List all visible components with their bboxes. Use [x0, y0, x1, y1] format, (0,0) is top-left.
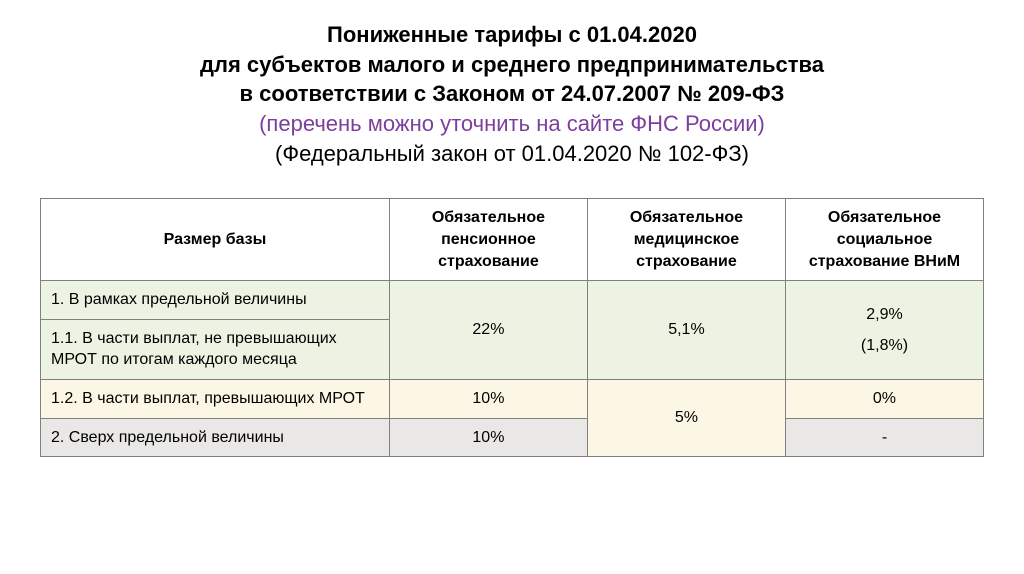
- cell-r1-label: 1. В рамках предельной величины: [41, 281, 390, 320]
- cell-pension-group1: 22%: [389, 281, 587, 380]
- tariffs-table: Размер базы Обязательное пенсионное стра…: [40, 198, 984, 457]
- cell-medical-group1: 5,1%: [587, 281, 785, 380]
- cell-r12-label: 1.2. В части выплат, превышающих МРОТ: [41, 380, 390, 419]
- cell-r2-label: 2. Сверх предельной величины: [41, 418, 390, 457]
- table-row: 2. Сверх предельной величины 10% -: [41, 418, 984, 457]
- cell-pension-r12: 10%: [389, 380, 587, 419]
- cell-r11-label: 1.1. В части выплат, не превышающих МРОТ…: [41, 319, 390, 379]
- col-header-social: Обязательное социальное страхование ВНиМ: [785, 199, 983, 281]
- social-sub-value: (1,8%): [796, 335, 973, 357]
- table-row: 1. В рамках предельной величины 22% 5,1%…: [41, 281, 984, 320]
- heading-line-5-law: (Федеральный закон от 01.04.2020 № 102-Ф…: [40, 139, 984, 169]
- heading-line-2: для субъектов малого и среднего предприн…: [40, 50, 984, 80]
- col-header-base: Размер базы: [41, 199, 390, 281]
- heading-line-4-purple: (перечень можно уточнить на сайте ФНС Ро…: [40, 109, 984, 139]
- heading-line-3: в соответствии с Законом от 24.07.2007 №…: [40, 79, 984, 109]
- table-row: 1.2. В части выплат, превышающих МРОТ 10…: [41, 380, 984, 419]
- cell-social-r2: -: [785, 418, 983, 457]
- col-header-medical: Обязательное медицинское страхование: [587, 199, 785, 281]
- table-header-row: Размер базы Обязательное пенсионное стра…: [41, 199, 984, 281]
- heading-line-1: Пониженные тарифы с 01.04.2020: [40, 20, 984, 50]
- cell-social-r12: 0%: [785, 380, 983, 419]
- cell-medical-group2: 5%: [587, 380, 785, 457]
- heading-block: Пониженные тарифы с 01.04.2020 для субъе…: [40, 20, 984, 168]
- cell-pension-r2: 10%: [389, 418, 587, 457]
- col-header-pension: Обязательное пенсионное страхование: [389, 199, 587, 281]
- social-main-value: 2,9%: [796, 304, 973, 326]
- cell-social-group1: 2,9% (1,8%): [785, 281, 983, 380]
